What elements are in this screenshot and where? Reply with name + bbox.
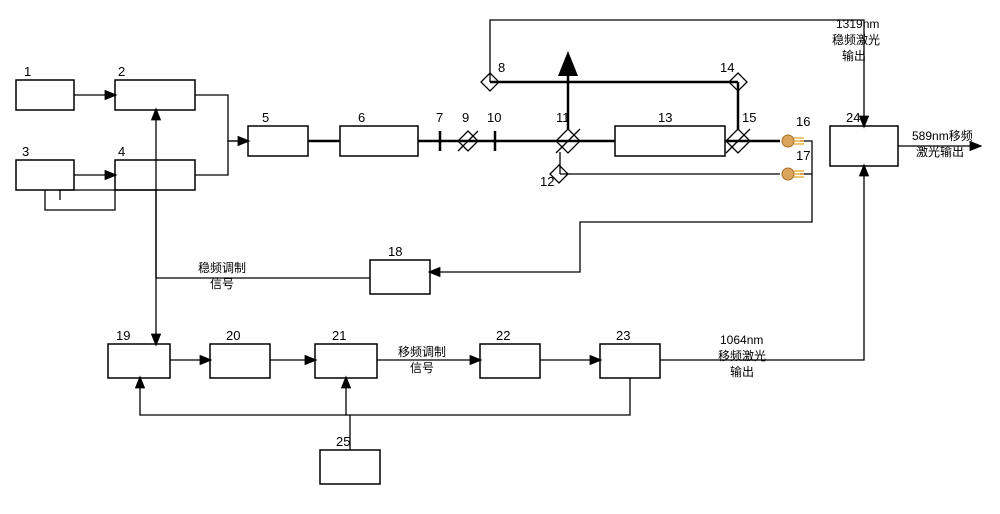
node-label-21: 21 bbox=[332, 328, 346, 343]
text-out_589_1: 589nm移频 bbox=[912, 129, 973, 143]
text-stable_mod_2: 信号 bbox=[210, 277, 234, 291]
box-5 bbox=[248, 126, 308, 156]
node-label-10: 10 bbox=[487, 110, 501, 125]
box-18 bbox=[370, 260, 430, 294]
box-22 bbox=[480, 344, 540, 378]
node-label-18: 18 bbox=[388, 244, 402, 259]
node-label-24: 24 bbox=[846, 110, 860, 125]
node-label-1: 1 bbox=[24, 64, 31, 79]
text-bottom_out_2: 移频激光 bbox=[718, 349, 766, 363]
edge-23-24 bbox=[660, 166, 864, 360]
box-20 bbox=[210, 344, 270, 378]
edge-4 bbox=[195, 141, 248, 175]
text-top_right_3: 输出 bbox=[842, 48, 866, 63]
node-label-19: 19 bbox=[116, 328, 130, 343]
text-top_right_2: 稳频激光 bbox=[832, 32, 880, 47]
text-shift_mod_1: 移频调制 bbox=[398, 345, 446, 359]
box-2 bbox=[115, 80, 195, 110]
text-top_right_1: 1319nm bbox=[836, 17, 879, 31]
node-label-4: 4 bbox=[118, 144, 125, 159]
node-label-17: 17 bbox=[796, 148, 810, 163]
node-label-15: 15 bbox=[742, 110, 756, 125]
edge-3-4loop bbox=[45, 190, 115, 210]
edge-23-loop-21 bbox=[346, 378, 630, 415]
edges bbox=[45, 20, 980, 450]
node-label-11: 11 bbox=[556, 110, 570, 125]
box-3 bbox=[16, 160, 74, 190]
node-label-8: 8 bbox=[498, 60, 505, 75]
node-label-13: 13 bbox=[658, 110, 672, 125]
text-out_589_2: 激光输出 bbox=[916, 144, 964, 159]
box-24 bbox=[830, 126, 898, 166]
box-4 bbox=[115, 160, 195, 190]
box-25 bbox=[320, 450, 380, 484]
block-diagram: 1234567891011121314151617181920212223242… bbox=[0, 0, 1000, 514]
text-shift_mod_2: 信号 bbox=[410, 361, 434, 375]
box-23 bbox=[600, 344, 660, 378]
box-6 bbox=[340, 126, 418, 156]
node-label-3: 3 bbox=[22, 144, 29, 159]
node-label-7: 7 bbox=[436, 110, 443, 125]
node-label-22: 22 bbox=[496, 328, 510, 343]
edge-4-down bbox=[60, 190, 156, 200]
node-label-23: 23 bbox=[616, 328, 630, 343]
box-19 bbox=[108, 344, 170, 378]
box-13 bbox=[615, 126, 725, 156]
node-label-2: 2 bbox=[118, 64, 125, 79]
node-label-9: 9 bbox=[462, 110, 469, 125]
lens-16 bbox=[782, 135, 794, 147]
node-label-12: 12 bbox=[540, 174, 554, 189]
text-stable_mod_1: 稳频调制 bbox=[198, 260, 246, 275]
text-bottom_out_1: 1064nm bbox=[720, 333, 763, 347]
box-1 bbox=[16, 80, 74, 110]
node-label-20: 20 bbox=[226, 328, 240, 343]
edge-loop-19 bbox=[140, 378, 346, 415]
optics bbox=[440, 73, 804, 183]
node-label-25: 25 bbox=[336, 434, 350, 449]
node-label-16: 16 bbox=[796, 114, 810, 129]
edge-1319-route bbox=[490, 20, 864, 126]
text-bottom_out_3: 输出 bbox=[730, 364, 754, 379]
node-label-14: 14 bbox=[720, 60, 734, 75]
edge-2 bbox=[195, 95, 248, 141]
node-label-5: 5 bbox=[262, 110, 269, 125]
box-21 bbox=[315, 344, 377, 378]
edge-16-18 bbox=[430, 141, 812, 272]
node-label-6: 6 bbox=[358, 110, 365, 125]
lens-17 bbox=[782, 168, 794, 180]
